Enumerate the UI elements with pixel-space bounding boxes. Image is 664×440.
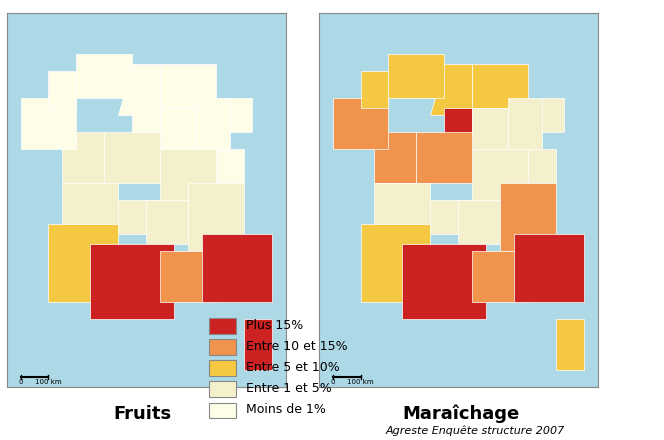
Polygon shape bbox=[430, 200, 472, 234]
Polygon shape bbox=[528, 149, 556, 183]
Polygon shape bbox=[361, 71, 388, 108]
Polygon shape bbox=[21, 98, 76, 149]
Text: Maraîchage: Maraîchage bbox=[403, 405, 520, 423]
Polygon shape bbox=[62, 183, 118, 224]
Polygon shape bbox=[361, 224, 430, 302]
Text: Agreste Enquête structure 2007: Agreste Enquête structure 2007 bbox=[385, 425, 564, 436]
Polygon shape bbox=[160, 64, 216, 108]
Polygon shape bbox=[444, 108, 472, 143]
Polygon shape bbox=[160, 149, 216, 200]
Polygon shape bbox=[430, 64, 472, 115]
Polygon shape bbox=[160, 251, 216, 302]
Polygon shape bbox=[514, 234, 584, 302]
Polygon shape bbox=[388, 54, 444, 98]
Polygon shape bbox=[146, 200, 188, 244]
Polygon shape bbox=[132, 108, 160, 143]
Polygon shape bbox=[472, 108, 509, 149]
Polygon shape bbox=[202, 234, 272, 302]
Polygon shape bbox=[104, 132, 160, 183]
Polygon shape bbox=[160, 108, 197, 149]
Polygon shape bbox=[90, 244, 174, 319]
Polygon shape bbox=[472, 251, 528, 302]
Polygon shape bbox=[472, 149, 528, 200]
Polygon shape bbox=[416, 132, 472, 183]
Text: 100 km: 100 km bbox=[35, 379, 62, 385]
Text: Moins de 1%: Moins de 1% bbox=[246, 403, 325, 416]
Polygon shape bbox=[374, 183, 430, 224]
Text: Entre 5 et 10%: Entre 5 et 10% bbox=[246, 361, 339, 374]
Polygon shape bbox=[244, 319, 272, 370]
Text: Plus 15%: Plus 15% bbox=[246, 319, 303, 332]
Polygon shape bbox=[556, 319, 584, 370]
Polygon shape bbox=[76, 54, 132, 98]
Polygon shape bbox=[542, 98, 564, 132]
Polygon shape bbox=[62, 132, 104, 183]
Polygon shape bbox=[500, 183, 556, 251]
Text: Fruits: Fruits bbox=[114, 405, 172, 423]
Polygon shape bbox=[118, 64, 160, 115]
Text: 100 km: 100 km bbox=[347, 379, 374, 385]
Polygon shape bbox=[472, 64, 528, 108]
Polygon shape bbox=[458, 200, 500, 244]
Polygon shape bbox=[197, 98, 230, 149]
Polygon shape bbox=[118, 200, 160, 234]
Text: 0: 0 bbox=[19, 379, 23, 385]
Polygon shape bbox=[48, 71, 76, 108]
Polygon shape bbox=[374, 132, 416, 183]
Polygon shape bbox=[402, 244, 486, 319]
Text: Entre 10 et 15%: Entre 10 et 15% bbox=[246, 340, 347, 353]
Polygon shape bbox=[188, 183, 244, 251]
Text: Entre 1 et 5%: Entre 1 et 5% bbox=[246, 382, 331, 395]
Polygon shape bbox=[509, 98, 542, 149]
Polygon shape bbox=[216, 149, 244, 183]
Polygon shape bbox=[48, 224, 118, 302]
Polygon shape bbox=[230, 98, 252, 132]
Polygon shape bbox=[333, 98, 388, 149]
Text: 0: 0 bbox=[331, 379, 335, 385]
